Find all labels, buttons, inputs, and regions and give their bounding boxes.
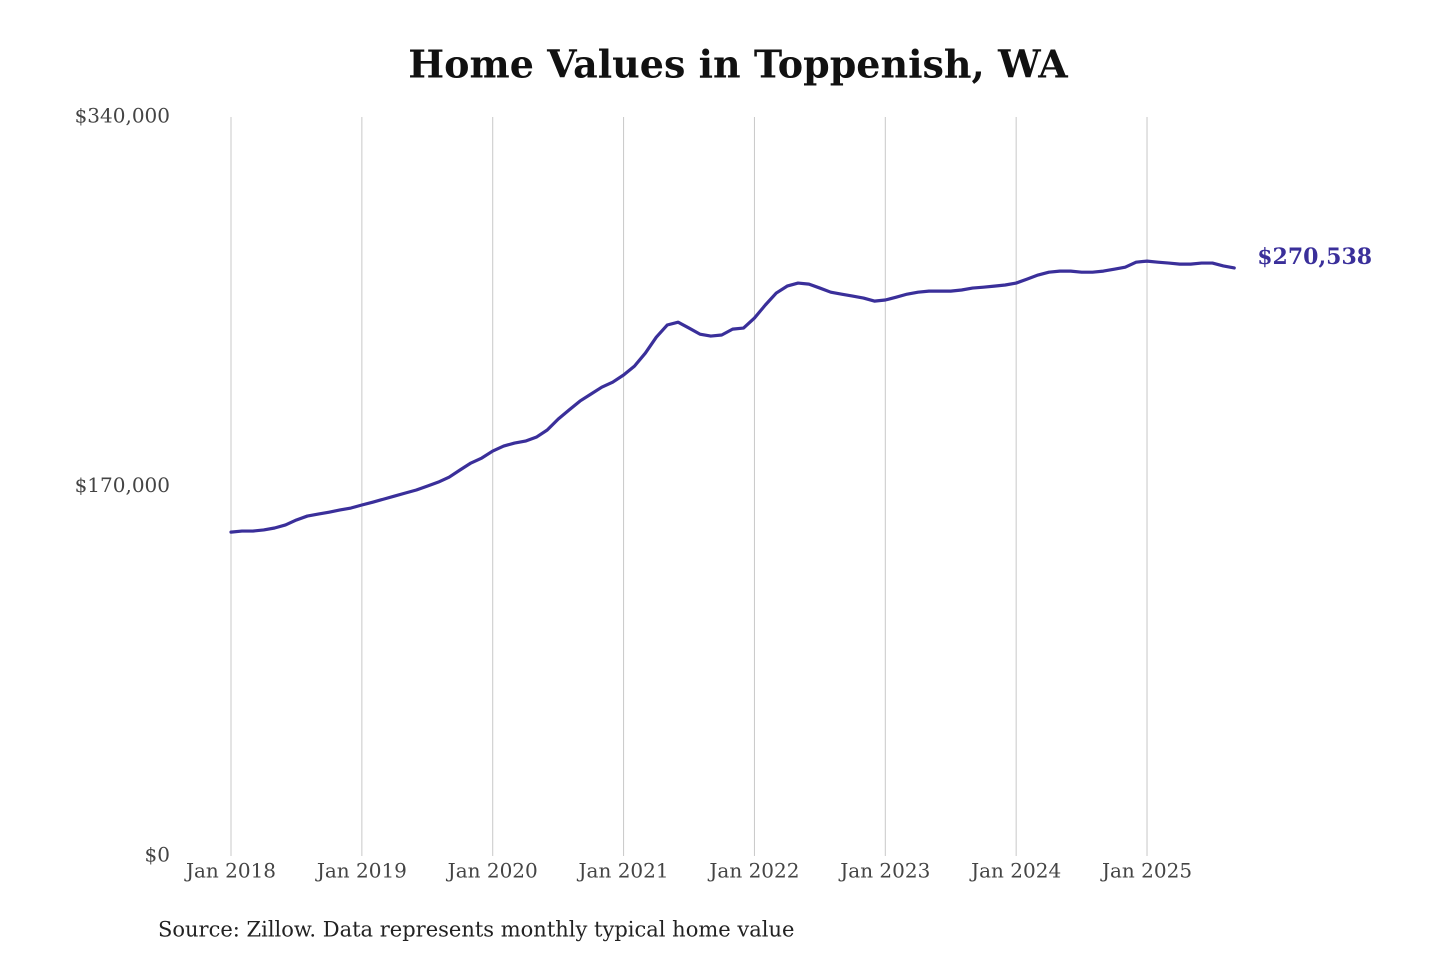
chart-title: Home Values in Toppenish, WA xyxy=(408,42,1068,87)
y-tick-label: $170,000 xyxy=(75,473,170,497)
x-tick-label: Jan 2021 xyxy=(577,859,669,883)
source-note: Source: Zillow. Data represents monthly … xyxy=(158,918,794,942)
y-tick-label: $0 xyxy=(145,843,170,867)
value-label: $270,538 xyxy=(1257,244,1372,270)
x-tick-label: Jan 2024 xyxy=(969,859,1061,883)
x-tick-label: Jan 2019 xyxy=(315,859,407,883)
y-tick-label: $340,000 xyxy=(75,104,170,128)
value-line xyxy=(229,259,1236,534)
x-tick-label: Jan 2018 xyxy=(184,859,276,883)
x-tick-label: Jan 2020 xyxy=(446,859,538,883)
x-tick-label: Jan 2022 xyxy=(707,859,799,883)
x-tick-label: Jan 2025 xyxy=(1100,859,1192,883)
x-tick-label: Jan 2023 xyxy=(838,859,930,883)
